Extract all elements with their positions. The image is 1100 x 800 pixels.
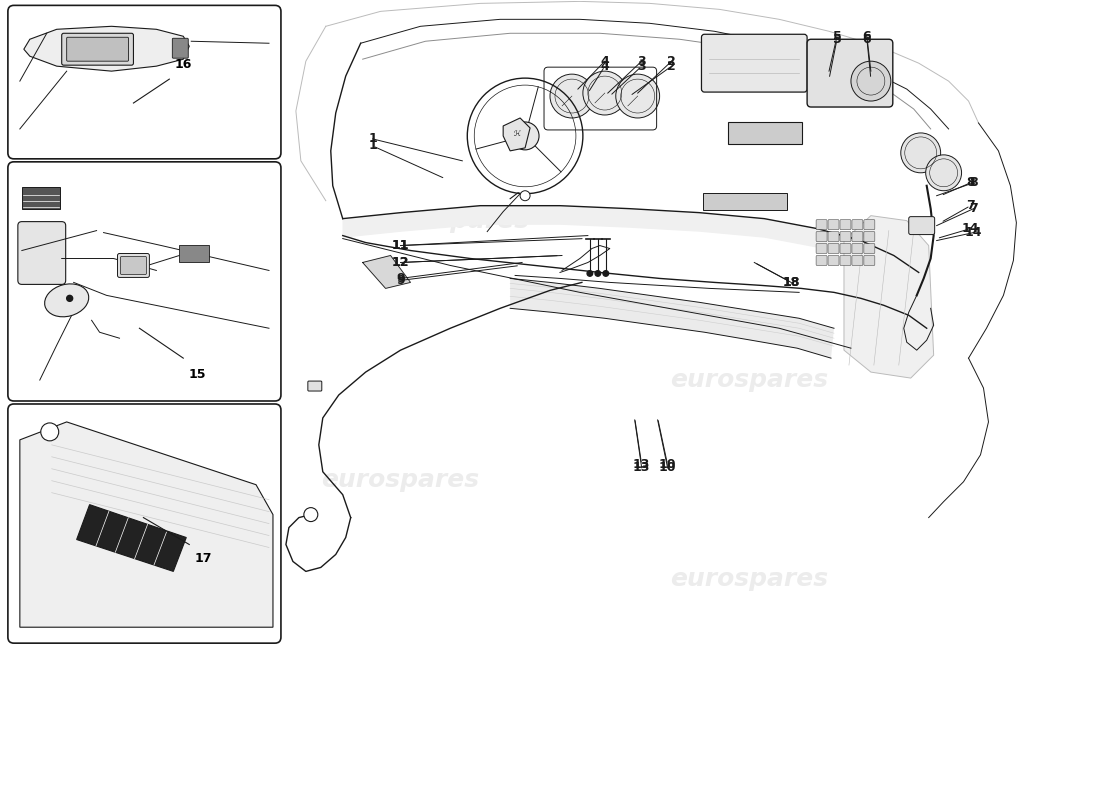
Polygon shape: [363, 255, 410, 288]
FancyBboxPatch shape: [828, 255, 839, 266]
FancyBboxPatch shape: [828, 220, 839, 230]
Circle shape: [587, 270, 593, 276]
Text: 9: 9: [396, 274, 405, 287]
Circle shape: [595, 270, 601, 276]
Text: 12: 12: [392, 256, 409, 269]
Polygon shape: [510, 278, 834, 358]
Polygon shape: [844, 216, 934, 378]
FancyBboxPatch shape: [864, 255, 874, 266]
FancyBboxPatch shape: [828, 243, 839, 254]
Ellipse shape: [45, 284, 89, 317]
Text: 3: 3: [637, 60, 646, 73]
Text: 11: 11: [392, 239, 409, 252]
Text: 5: 5: [833, 33, 842, 46]
FancyBboxPatch shape: [851, 255, 862, 266]
Text: 5: 5: [833, 30, 842, 42]
FancyBboxPatch shape: [864, 220, 874, 230]
FancyBboxPatch shape: [840, 231, 851, 242]
Text: 10: 10: [659, 458, 676, 471]
FancyBboxPatch shape: [62, 34, 133, 65]
Text: 4: 4: [601, 54, 609, 68]
FancyBboxPatch shape: [816, 231, 827, 242]
Circle shape: [603, 270, 608, 276]
Text: 16: 16: [174, 58, 191, 71]
FancyBboxPatch shape: [851, 243, 862, 254]
FancyBboxPatch shape: [702, 34, 807, 92]
FancyBboxPatch shape: [121, 257, 146, 274]
FancyBboxPatch shape: [173, 38, 188, 58]
FancyBboxPatch shape: [816, 220, 827, 230]
Text: 6: 6: [862, 33, 871, 46]
Text: 17: 17: [195, 553, 211, 566]
FancyBboxPatch shape: [864, 231, 874, 242]
Circle shape: [616, 74, 660, 118]
FancyBboxPatch shape: [8, 404, 280, 643]
Text: 13: 13: [632, 462, 650, 474]
Text: 18: 18: [782, 276, 800, 289]
FancyBboxPatch shape: [118, 254, 150, 278]
FancyBboxPatch shape: [179, 245, 209, 262]
Text: 1: 1: [368, 139, 377, 152]
Text: 14: 14: [961, 222, 979, 235]
Polygon shape: [77, 505, 186, 571]
Text: 7: 7: [966, 199, 975, 212]
Text: 13: 13: [632, 458, 650, 471]
Text: 18: 18: [782, 276, 800, 289]
Text: 8: 8: [969, 176, 978, 190]
Text: 1: 1: [368, 133, 377, 146]
Circle shape: [41, 423, 58, 441]
FancyBboxPatch shape: [8, 162, 280, 401]
Circle shape: [550, 74, 594, 118]
Text: 15: 15: [188, 368, 206, 381]
Circle shape: [520, 190, 530, 201]
FancyBboxPatch shape: [840, 243, 851, 254]
Text: 4: 4: [601, 60, 609, 73]
Polygon shape: [24, 26, 189, 71]
FancyBboxPatch shape: [728, 122, 802, 144]
Polygon shape: [20, 422, 273, 627]
Circle shape: [901, 133, 940, 173]
FancyBboxPatch shape: [67, 38, 129, 61]
FancyBboxPatch shape: [840, 255, 851, 266]
FancyBboxPatch shape: [828, 231, 839, 242]
FancyBboxPatch shape: [816, 255, 827, 266]
Circle shape: [926, 155, 961, 190]
Text: eurospares: eurospares: [321, 468, 480, 492]
FancyBboxPatch shape: [18, 222, 66, 285]
Text: 11: 11: [392, 239, 409, 252]
Text: ℋ: ℋ: [514, 131, 520, 137]
Text: 2: 2: [668, 60, 676, 73]
Text: 7: 7: [969, 202, 978, 215]
FancyBboxPatch shape: [816, 243, 827, 254]
FancyBboxPatch shape: [851, 231, 862, 242]
Text: eurospares: eurospares: [670, 368, 828, 392]
FancyBboxPatch shape: [909, 217, 935, 234]
Polygon shape: [503, 118, 530, 151]
Text: 9: 9: [396, 272, 405, 285]
Text: eurospares: eurospares: [670, 567, 828, 591]
FancyBboxPatch shape: [22, 186, 59, 209]
Circle shape: [851, 61, 891, 101]
FancyBboxPatch shape: [807, 39, 893, 107]
Circle shape: [512, 122, 539, 150]
Circle shape: [304, 508, 318, 522]
FancyBboxPatch shape: [8, 6, 280, 159]
Circle shape: [583, 71, 627, 115]
FancyBboxPatch shape: [704, 193, 788, 210]
Text: 14: 14: [965, 226, 982, 239]
Circle shape: [67, 295, 73, 302]
FancyBboxPatch shape: [864, 243, 874, 254]
FancyBboxPatch shape: [308, 381, 322, 391]
Text: 6: 6: [862, 30, 871, 42]
FancyBboxPatch shape: [840, 220, 851, 230]
FancyBboxPatch shape: [851, 220, 862, 230]
Text: eurospares: eurospares: [372, 209, 529, 233]
Text: 10: 10: [659, 462, 676, 474]
Text: 2: 2: [668, 54, 676, 68]
Text: 8: 8: [966, 176, 975, 190]
Text: 12: 12: [392, 256, 409, 269]
Text: 3: 3: [637, 54, 646, 68]
